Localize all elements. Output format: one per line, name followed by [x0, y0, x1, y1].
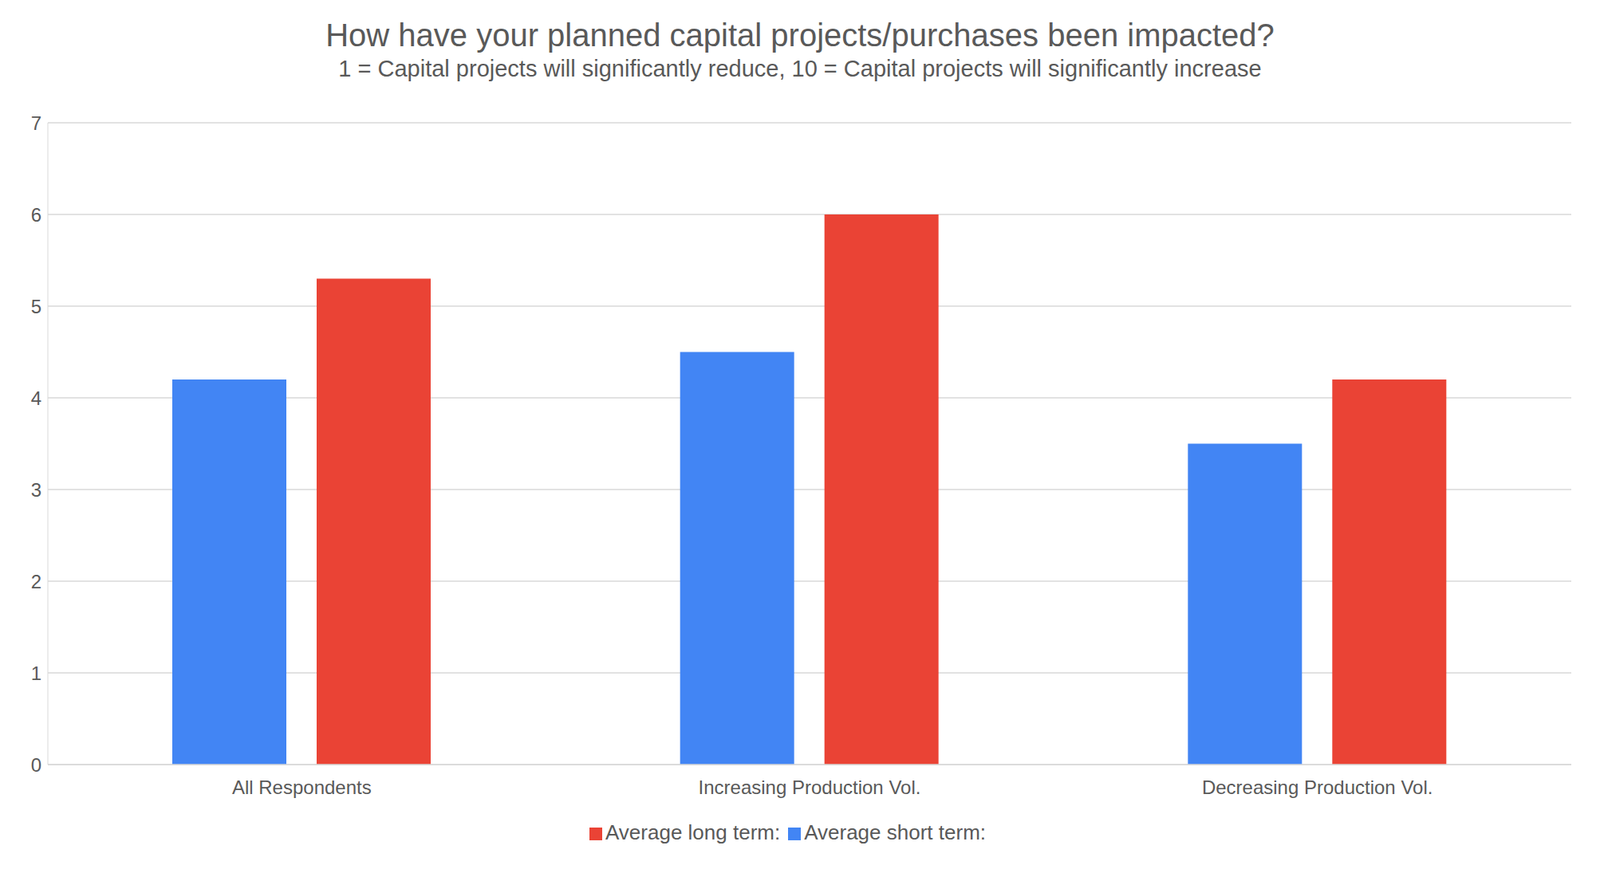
svg-text:0: 0	[31, 754, 42, 777]
svg-text:Decreasing Production Vol.: Decreasing Production Vol.	[1201, 776, 1434, 799]
svg-text:All Respondents: All Respondents	[232, 776, 372, 799]
svg-text:7: 7	[31, 112, 42, 134]
html-text:How have your planned capital: How have your planned capital projects/p…	[325, 17, 1275, 53]
svg-text:4: 4	[31, 387, 42, 410]
svg-text:5: 5	[31, 295, 42, 318]
svg-text:6: 6	[31, 204, 42, 226]
html-text:Average long term:: Average long term:	[605, 820, 781, 845]
svg-text:Increasing Production Vol.: Increasing Production Vol.	[698, 776, 922, 799]
svg-text:2: 2	[31, 571, 42, 593]
svg-text:1: 1	[31, 662, 42, 685]
html-text:Average short term:: Average short term:	[804, 820, 986, 845]
svg-text:3: 3	[31, 479, 42, 501]
html-text:1 = Capital projects will sign: 1 = Capital projects will significantly …	[338, 55, 1262, 82]
